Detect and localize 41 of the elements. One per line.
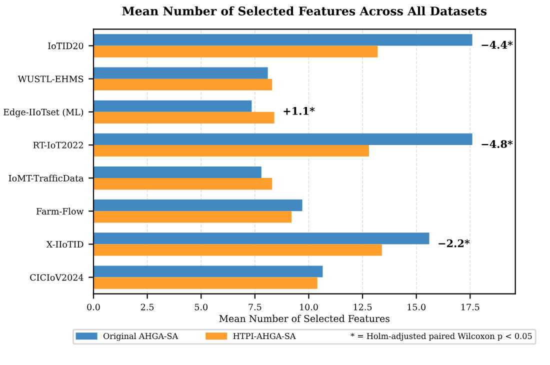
text: * = Holm-adjusted paired Wilcoxon p < 0.05 [350, 332, 532, 341]
x-tick-label: 2.5 [140, 304, 154, 310]
annotation: −2.2* [438, 239, 470, 248]
legend-label: Original AHGA-SA [104, 332, 178, 341]
y-tick-label: IoMT-TrafficData [8, 174, 84, 182]
bar [94, 133, 472, 145]
y-tick-label: Farm-Flow [36, 208, 84, 215]
bar [94, 67, 268, 79]
x-tick-label: 7.5 [248, 304, 262, 310]
x-tick-label: 5.0 [194, 304, 208, 310]
y-tick-label: RT-IoT2022 [33, 142, 83, 148]
annotation: +1.1* [284, 107, 315, 115]
annotation: −4.8* [482, 140, 513, 148]
bar [94, 244, 382, 256]
x-tick-label: 17.5 [461, 304, 480, 310]
bar [94, 46, 378, 58]
annotation: −4.4* [482, 40, 513, 49]
chart-title: Mean Number of Selected Features Across All Datasets [122, 6, 487, 16]
legend-label: HTPI-AHGA-SA [233, 332, 296, 340]
bar [94, 100, 252, 112]
y-tick-label: X-IIoTID [46, 241, 84, 248]
bar [94, 200, 302, 212]
bar [94, 178, 272, 190]
bar [94, 266, 323, 278]
y-tick-label: WUSTL-EHMS [18, 76, 84, 82]
bar [94, 112, 274, 124]
bar [94, 277, 318, 289]
x-tick-label: 10.0 [300, 304, 318, 310]
bar [94, 166, 262, 178]
bar [94, 232, 430, 244]
x-tick-label: 0.0 [87, 304, 100, 310]
x-tick-label: 12.5 [354, 304, 372, 310]
bar [94, 78, 272, 90]
y-tick-label: CICIoV2024 [30, 274, 84, 281]
y-tick-label: Edge-IIoTset (ML) [4, 108, 84, 118]
x-axis-title: Mean Number of Selected Features [219, 314, 390, 322]
bar [94, 144, 369, 157]
bar [94, 34, 472, 46]
y-tick-label: IoTID20 [48, 42, 84, 50]
bar [94, 211, 292, 223]
x-tick-label: 15.0 [408, 304, 426, 310]
